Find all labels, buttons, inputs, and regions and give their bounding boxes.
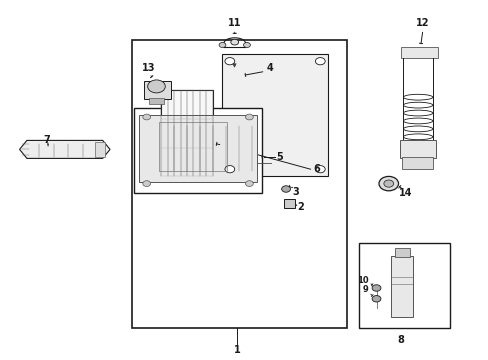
Circle shape [245,114,253,120]
Circle shape [371,296,380,302]
Bar [283,199,295,208]
Bar [222,54,327,176]
Bar [139,115,256,182]
Text: 3: 3 [291,187,298,197]
Ellipse shape [403,118,432,124]
Text: 8: 8 [397,335,404,345]
Bar [400,47,437,58]
Bar [161,90,212,176]
Bar [390,256,412,317]
Text: 14: 14 [398,188,412,198]
Bar [402,157,432,169]
Circle shape [230,39,238,45]
Text: 6: 6 [312,164,319,174]
Bar [149,98,163,104]
Circle shape [315,166,325,173]
Circle shape [142,114,150,120]
Circle shape [224,58,234,65]
Bar [132,40,346,328]
Text: 1: 1 [233,345,240,355]
Bar [159,122,227,171]
Circle shape [245,181,253,186]
Bar [394,248,409,257]
Text: 12: 12 [415,18,429,28]
Circle shape [383,180,393,187]
Text: 9: 9 [362,285,367,294]
Text: 13: 13 [142,63,156,73]
Bar [359,243,449,328]
Circle shape [219,42,225,48]
Ellipse shape [403,126,432,132]
Ellipse shape [403,94,432,100]
Circle shape [243,42,250,48]
Bar [95,142,105,157]
Text: 5: 5 [276,152,283,162]
Bar [134,108,261,193]
Text: 11: 11 [227,18,241,28]
Circle shape [147,80,165,93]
Bar [399,140,435,158]
Ellipse shape [403,134,432,140]
Text: 4: 4 [266,63,273,73]
Bar [144,81,171,99]
Circle shape [281,186,290,192]
Circle shape [224,166,234,173]
Text: 7: 7 [43,135,50,145]
Ellipse shape [403,110,432,116]
Text: 2: 2 [297,202,304,212]
Ellipse shape [403,102,432,108]
Circle shape [371,285,380,291]
Polygon shape [20,140,110,158]
Circle shape [315,58,325,65]
Text: 10: 10 [356,276,367,285]
Circle shape [378,176,398,191]
Circle shape [142,181,150,186]
